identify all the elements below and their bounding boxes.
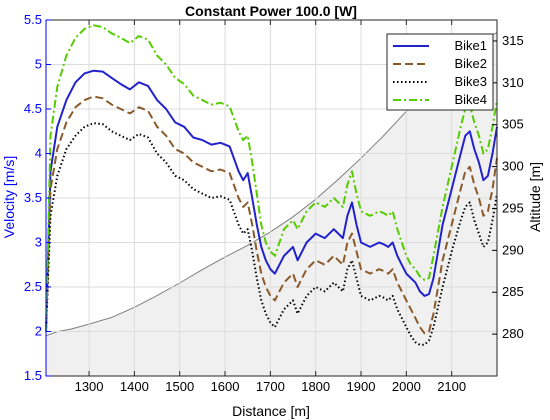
y-left-tick-label: 2 (35, 324, 42, 339)
y-left-axis-label: Velocity [m/s] (1, 156, 17, 238)
y-left-tick-label: 4 (35, 146, 42, 161)
y-left-tick-label: 1.5 (24, 368, 42, 383)
legend: Bike1 Bike2 Bike3 Bike4 (386, 33, 494, 111)
x-tick-label: 1300 (75, 379, 104, 394)
y-right-axis-label: Altitude [m] (527, 162, 543, 232)
y-right-tick-labels: 280 285 290 295 300 305 310 315 (502, 33, 524, 341)
y-left-tick-label: 3.5 (24, 190, 42, 205)
legend-label-bike4: Bike4 (454, 92, 487, 107)
axes (45, 19, 498, 377)
y-right-tick-label: 285 (502, 284, 524, 299)
y-right-tick-label: 300 (502, 159, 524, 174)
x-tick-label: 1400 (120, 379, 149, 394)
y-right-tick-label: 305 (502, 117, 524, 132)
x-tick-label: 2000 (392, 379, 421, 394)
x-tick-labels: 1300 1400 1500 1600 1700 1800 1900 2000 2100 (75, 379, 467, 394)
series-line-bike2 (45, 95, 498, 335)
x-tick-label: 1900 (347, 379, 376, 394)
x-tick-label: 1700 (256, 379, 285, 394)
y-right-tick-label: 280 (502, 326, 524, 341)
y-left-tick-labels: 1.5 2 2.5 3 3.5 4 4.5 5 5.5 (24, 12, 42, 383)
series-line-bike4 (45, 24, 498, 332)
y-left-tick-label: 5.5 (24, 12, 42, 27)
altitude-area (46, 32, 497, 376)
y-left-tick-label: 2.5 (24, 279, 42, 294)
x-axis-label: Distance [m] (232, 403, 310, 419)
x-tick-label: 1500 (165, 379, 194, 394)
series-line-bike1 (45, 69, 498, 332)
chart-title: Constant Power 100.0 [W] (185, 3, 357, 19)
series-group (45, 24, 498, 346)
x-tick-label: 1600 (211, 379, 240, 394)
y-left-tick-label: 3 (35, 235, 42, 250)
y-left-tick-label: 4.5 (24, 101, 42, 116)
y-right-tick-label: 310 (502, 75, 524, 90)
legend-label-bike3: Bike3 (454, 74, 487, 89)
x-tick-label: 1800 (301, 379, 330, 394)
y-left-tick-label: 5 (35, 57, 42, 72)
legend-label-bike1: Bike1 (454, 38, 487, 53)
y-right-tick-label: 290 (502, 242, 524, 257)
y-right-tick-label: 315 (502, 33, 524, 48)
x-tick-label: 2100 (437, 379, 466, 394)
y-right-tick-label: 295 (502, 200, 524, 215)
legend-label-bike2: Bike2 (454, 56, 487, 71)
